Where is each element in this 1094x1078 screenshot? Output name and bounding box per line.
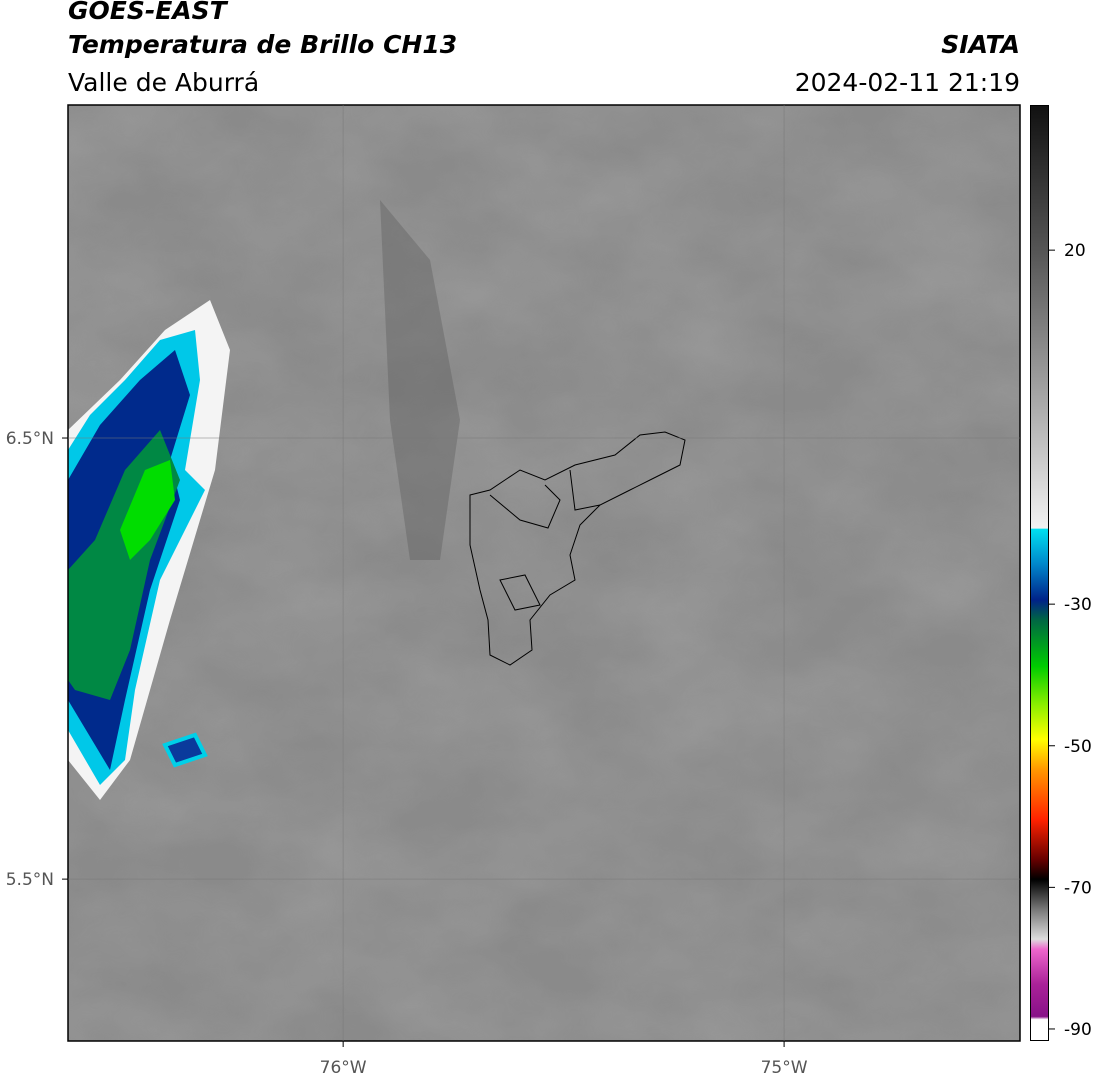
cloud-texture	[68, 105, 1020, 1041]
colorbar-tick-label: -30	[1064, 595, 1092, 615]
lon-tick-label: 76°W	[320, 1058, 367, 1078]
colorbar-tick-label: -50	[1064, 737, 1092, 757]
lat-tick-label: 5.5°N	[6, 870, 54, 890]
datetime: 2024-02-11 21:19	[794, 68, 1020, 97]
colorbar	[1030, 105, 1049, 1041]
municipality-boundaries	[469, 431, 686, 666]
colorbar-tick-label: -90	[1064, 1020, 1092, 1040]
map-frame	[67, 104, 1021, 1042]
region: Valle de Aburrá	[68, 68, 260, 97]
colorbar-tick-label: 20	[1064, 241, 1086, 261]
lon-tick-label: 75°W	[761, 1058, 808, 1078]
colorbar-tick-label: -70	[1064, 878, 1092, 898]
lat-tick-label: 6.5°N	[6, 429, 54, 449]
valley-shadow	[380, 200, 460, 560]
cloud-small	[162, 732, 208, 768]
source: SIATA	[941, 30, 1020, 59]
map-image	[68, 105, 1020, 1041]
cloud-bright-green	[120, 460, 175, 560]
satellite-title: GOES-EAST	[68, 0, 227, 25]
product-title: Temperatura de Brillo CH13	[68, 30, 458, 59]
